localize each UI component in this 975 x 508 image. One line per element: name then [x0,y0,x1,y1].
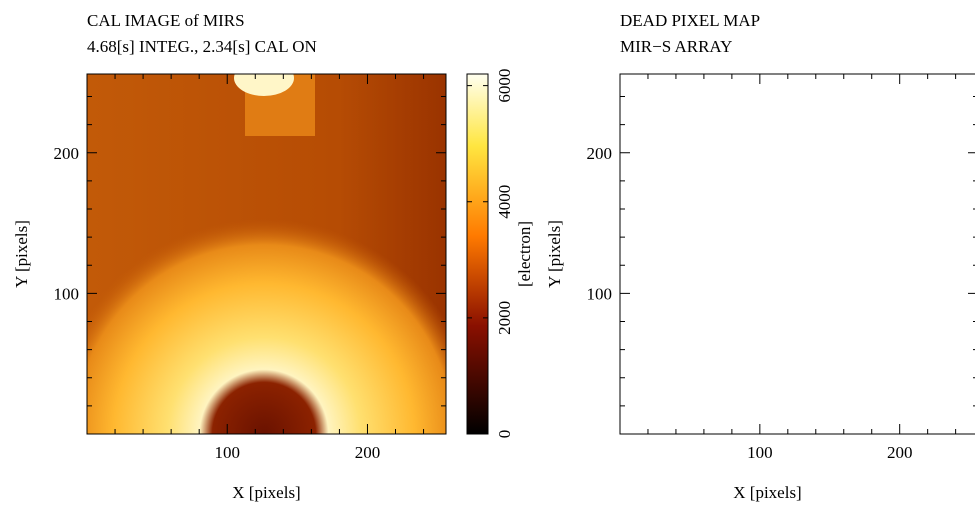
colorbar-label: [electron] [515,221,534,287]
plot-frame [619,73,975,435]
y-tick-label: 100 [587,284,613,303]
x-tick-label: 200 [887,443,913,462]
colorbar [467,74,488,434]
chart-subtitle: MIR−S ARRAY [620,37,732,56]
chart-subtitle: 4.68[s] INTEG., 2.34[s] CAL ON [87,37,317,56]
chart-title: CAL IMAGE of MIRS [87,11,245,30]
heatmap-image [87,74,446,434]
x-tick-label: 100 [747,443,773,462]
colorbar-tick-label: 6000 [495,69,514,103]
y-axis-label: Y [pixels] [545,220,564,288]
colorbar-tick-label: 2000 [495,301,514,335]
y-axis-label: Y [pixels] [12,220,31,288]
chart-title: DEAD PIXEL MAP [620,11,760,30]
x-axis-label: X [pixels] [232,483,300,502]
y-tick-label: 100 [54,284,80,303]
x-tick-label: 200 [355,443,381,462]
plot-frame [86,73,447,435]
y-tick-label: 200 [587,144,613,163]
colorbar-tick-label: 4000 [495,185,514,219]
x-axis-label: X [pixels] [733,483,801,502]
colorbar-frame [466,73,489,435]
y-tick-label: 200 [54,144,80,163]
colorbar-tick-label: 0 [495,430,514,439]
x-tick-label: 100 [214,443,240,462]
